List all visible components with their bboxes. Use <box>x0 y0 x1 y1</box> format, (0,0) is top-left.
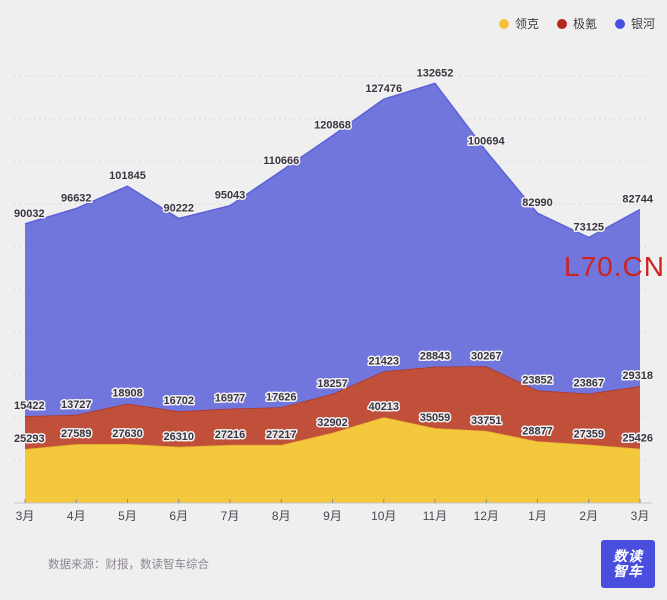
data-label-galaxy-0: 90032 <box>14 208 45 220</box>
data-label-lynkco-0: 25293 <box>14 433 45 445</box>
legend-label-galaxy: 银河 <box>630 17 655 31</box>
legend-dot-lynkco <box>498 18 509 29</box>
data-label-zeekr-5: 17626 <box>266 391 297 403</box>
x-axis-label: 10月 <box>371 509 396 523</box>
data-label-zeekr-2: 18908 <box>112 388 143 400</box>
data-label-lynkco-10: 28877 <box>522 425 553 437</box>
data-label-galaxy-11: 73125 <box>573 222 604 234</box>
x-axis-label: 3月 <box>16 509 35 523</box>
x-axis-label: 11月 <box>423 509 447 523</box>
legend-item-galaxy[interactable]: 银河 <box>614 15 655 32</box>
data-label-galaxy-12: 82744 <box>622 194 653 206</box>
data-label-galaxy-8: 132652 <box>417 67 454 79</box>
data-label-zeekr-3: 16702 <box>163 395 194 407</box>
data-label-zeekr-11: 23867 <box>573 378 604 390</box>
legend-dot-galaxy <box>614 18 625 29</box>
logo-line1: 数读 <box>613 548 643 565</box>
area-zeekr <box>25 366 640 449</box>
data-label-zeekr-8: 28843 <box>420 351 451 363</box>
legend-label-lynkco: 领克 <box>514 17 539 31</box>
data-label-zeekr-9: 30267 <box>471 350 502 362</box>
x-axis-label: 6月 <box>169 509 188 523</box>
stacked-area-chart: 3月 4月 5月 6月 7月 8月 9月 10月 11月 12月 1月 2月 3月 25293 27589 2… <box>13 66 656 523</box>
x-axis-label: 2月 <box>579 509 598 523</box>
data-label-galaxy-4: 95043 <box>215 190 246 202</box>
data-label-lynkco-6: 32902 <box>317 417 348 429</box>
watermark: L70.CN <box>564 251 665 282</box>
data-label-lynkco-11: 27359 <box>573 429 604 441</box>
line-galaxy <box>24 82 641 239</box>
data-label-lynkco-3: 26310 <box>163 431 194 443</box>
data-label-zeekr-10: 23852 <box>522 374 553 386</box>
data-label-galaxy-2: 101845 <box>109 170 146 182</box>
data-label-zeekr-0: 15422 <box>14 400 45 412</box>
data-label-lynkco-12: 25426 <box>622 433 653 445</box>
area-lynkco <box>25 417 640 503</box>
legend: 领克 极氪 银河 <box>498 15 655 32</box>
data-label-lynkco-1: 27589 <box>61 428 92 440</box>
data-label-galaxy-6: 120868 <box>314 120 351 132</box>
logo-line2: 智车 <box>613 563 643 579</box>
x-axis-label: 3月 <box>631 509 650 523</box>
data-label-zeekr-12: 29318 <box>622 370 653 382</box>
data-label-zeekr-6: 18257 <box>317 378 348 390</box>
data-label-zeekr-4: 16977 <box>215 393 246 405</box>
data-label-galaxy-1: 96632 <box>61 193 92 205</box>
data-source-note: 数据来源：财报，数读智车综合 <box>48 559 209 571</box>
area-galaxy <box>25 83 640 417</box>
data-label-galaxy-10: 82990 <box>522 197 553 209</box>
x-axis-label: 9月 <box>323 509 342 523</box>
brand-logo: 数读 智车 <box>601 540 655 588</box>
data-label-galaxy-7: 127476 <box>365 83 402 95</box>
data-label-zeekr-7: 21423 <box>368 355 399 367</box>
data-label-zeekr-1: 13727 <box>61 399 92 411</box>
data-label-lynkco-2: 27630 <box>112 428 143 440</box>
data-label-galaxy-5: 110666 <box>263 155 299 167</box>
x-axis-label: 4月 <box>67 509 86 523</box>
legend-dot-zeekr <box>556 18 567 29</box>
data-label-lynkco-7: 40213 <box>368 401 399 413</box>
x-axis-label: 8月 <box>272 509 291 523</box>
data-label-lynkco-4: 27216 <box>215 429 246 441</box>
data-label-lynkco-8: 35059 <box>420 412 451 424</box>
data-label-lynkco-5: 27217 <box>266 429 297 441</box>
x-axis-label: 12月 <box>474 509 499 523</box>
x-axis-label: 7月 <box>221 509 240 523</box>
data-label-galaxy-9: 100694 <box>468 135 506 147</box>
x-axis-label: 5月 <box>118 509 137 523</box>
data-label-galaxy-3: 90222 <box>163 203 194 215</box>
legend-item-zeekr[interactable]: 极氪 <box>556 15 597 32</box>
legend-item-lynkco[interactable]: 领克 <box>498 15 539 32</box>
data-label-lynkco-9: 33751 <box>471 415 502 427</box>
x-axis-label: 1月 <box>528 509 547 523</box>
legend-label-zeekr: 极氪 <box>572 17 597 31</box>
